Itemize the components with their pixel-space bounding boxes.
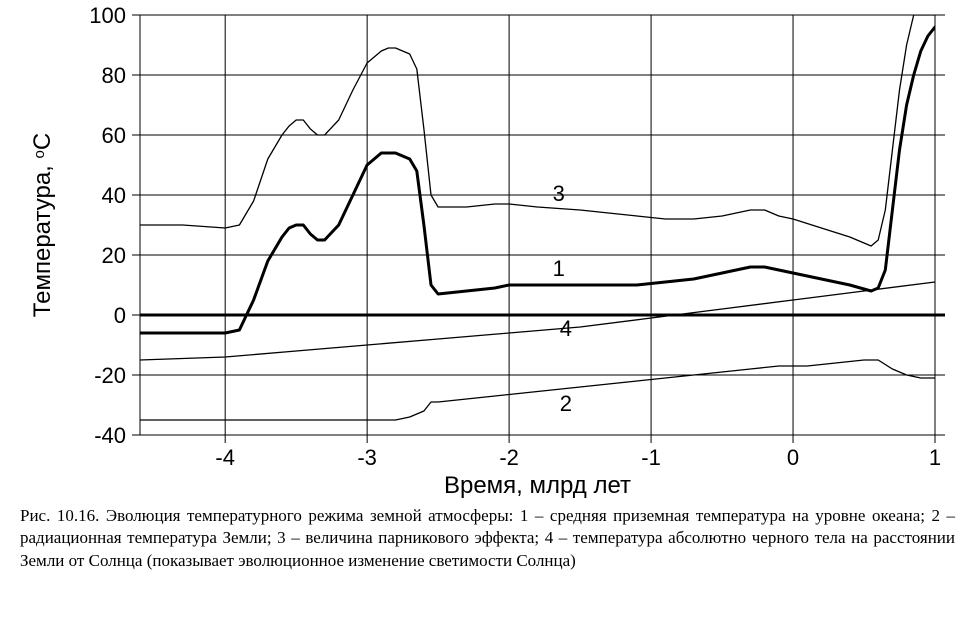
- svg-text:-40: -40: [94, 423, 126, 448]
- series-2: [140, 360, 935, 420]
- svg-text:1: 1: [929, 445, 941, 470]
- svg-text:-1: -1: [641, 445, 661, 470]
- svg-text:0: 0: [114, 303, 126, 328]
- series-label-2: 2: [560, 391, 572, 416]
- svg-text:20: 20: [102, 243, 126, 268]
- chart-area: -40 -20 0 20 40 60 80 100 -4 -3 -2 -1 0 1 Температура,…: [20, 5, 955, 510]
- svg-text:-3: -3: [357, 445, 377, 470]
- svg-text:100: 100: [89, 5, 126, 28]
- svg-text:Время, млрд лет: Время, млрд лет: [444, 472, 631, 499]
- series-4: [140, 282, 935, 360]
- svg-text:80: 80: [102, 63, 126, 88]
- svg-text:60: 60: [102, 123, 126, 148]
- series-3: [140, 15, 935, 246]
- series-label-1: 1: [553, 256, 565, 281]
- chart-svg: -40 -20 0 20 40 60 80 100 -4 -3 -2 -1 0 1 Температура,…: [20, 5, 955, 505]
- series-label-3: 3: [553, 181, 565, 206]
- series-label-4: 4: [560, 316, 572, 341]
- svg-text:-20: -20: [94, 363, 126, 388]
- svg-text:0: 0: [787, 445, 799, 470]
- series-1: [140, 27, 935, 333]
- svg-text:40: 40: [102, 183, 126, 208]
- svg-text:-2: -2: [499, 445, 519, 470]
- figure-container: { "figure": { "type": "line", "backgroun…: [0, 0, 975, 617]
- svg-text:Температура, оС: Температура, оС: [29, 133, 56, 317]
- svg-text:-4: -4: [215, 445, 235, 470]
- figure-caption: Рис. 10.16. Эволюция температурного режи…: [20, 505, 955, 572]
